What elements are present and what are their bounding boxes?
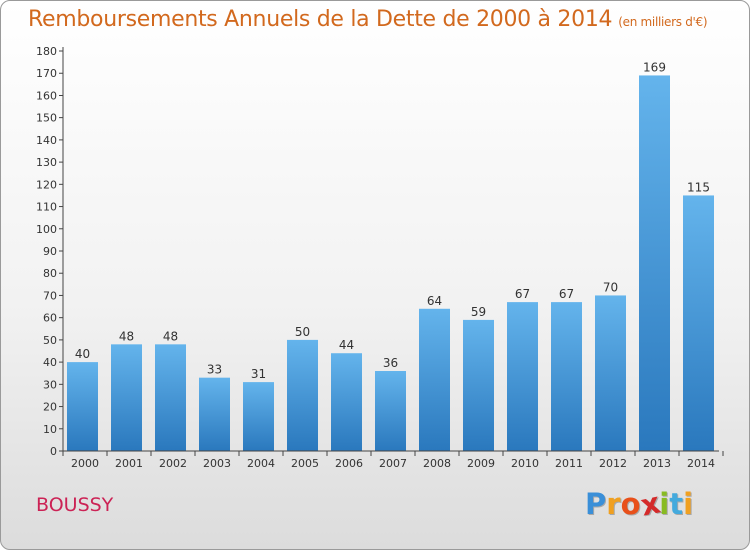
- chart-title-text: Remboursements Annuels de la Dette de 20…: [28, 7, 613, 32]
- y-tick-label: 90: [43, 245, 57, 258]
- bar-2004: [243, 382, 274, 451]
- x-tick-label: 2000: [71, 457, 99, 470]
- data-label: 40: [75, 347, 90, 361]
- logo-letter: o: [620, 487, 641, 521]
- bar-2011: [551, 302, 582, 451]
- bar-2005: [287, 339, 318, 451]
- chart-subtitle: (en milliers d'€): [618, 15, 708, 29]
- bar-2013: [639, 75, 670, 451]
- y-tick-label: 50: [43, 334, 57, 347]
- x-tick-label: 2008: [423, 457, 451, 470]
- bar-2000: [67, 362, 98, 451]
- logo-letter: P: [585, 487, 607, 521]
- logo-letter: r: [606, 487, 621, 521]
- bar-2014: [683, 195, 714, 451]
- y-tick-label: 120: [36, 178, 57, 191]
- logo-letter: t: [669, 487, 684, 521]
- x-tick-label: 2014: [687, 457, 715, 470]
- y-tick-label: 60: [43, 312, 57, 325]
- bar-2001: [111, 344, 142, 451]
- data-label: 59: [471, 305, 486, 319]
- city-name: BOUSSY: [36, 494, 114, 516]
- data-label: 70: [603, 280, 618, 294]
- x-tick-label: 2002: [159, 457, 187, 470]
- bar-2010: [507, 302, 538, 451]
- y-tick-label: 170: [36, 67, 57, 80]
- x-tick-label: 2010: [511, 457, 539, 470]
- y-tick-label: 140: [36, 134, 57, 147]
- x-tick-label: 2003: [203, 457, 231, 470]
- x-tick-label: 2001: [115, 457, 143, 470]
- y-tick-label: 80: [43, 267, 57, 280]
- y-tick-label: 40: [43, 356, 57, 369]
- x-tick-label: 2011: [555, 457, 583, 470]
- data-label: 169: [643, 60, 666, 74]
- x-tick-label: 2005: [291, 457, 319, 470]
- bar-2003: [199, 377, 230, 451]
- y-tick-label: 130: [36, 156, 57, 169]
- bar-2002: [155, 344, 186, 451]
- data-label: 48: [163, 329, 178, 343]
- y-tick-label: 70: [43, 289, 57, 302]
- y-tick-label: 150: [36, 112, 57, 125]
- bar-2008: [419, 308, 450, 451]
- x-tick-label: 2006: [335, 457, 363, 470]
- x-tick-label: 2004: [247, 457, 275, 470]
- bar-2012: [595, 295, 626, 451]
- data-label: 64: [427, 294, 442, 308]
- x-tick-label: 2013: [643, 457, 671, 470]
- y-tick-label: 160: [36, 89, 57, 102]
- data-label: 36: [383, 356, 398, 370]
- logo-letter: i: [659, 487, 670, 521]
- y-tick-label: 110: [36, 201, 57, 214]
- bar-2007: [375, 371, 406, 451]
- chart-title: Remboursements Annuels de la Dette de 20…: [28, 7, 708, 32]
- data-label: 50: [295, 325, 310, 339]
- x-tick-label: 2007: [379, 457, 407, 470]
- y-tick-label: 100: [36, 223, 57, 236]
- bar-2006: [331, 353, 362, 451]
- data-label: 67: [515, 287, 530, 301]
- data-label: 31: [251, 367, 266, 381]
- y-tick-label: 30: [43, 378, 57, 391]
- data-label: 44: [339, 338, 354, 352]
- data-label: 33: [207, 363, 222, 377]
- y-tick-label: 10: [43, 423, 57, 436]
- data-label: 67: [559, 287, 574, 301]
- y-tick-label: 180: [36, 45, 57, 58]
- proxiti-logo: Proxiti: [585, 485, 694, 522]
- bar-2009: [463, 319, 494, 451]
- y-tick-label: 0: [50, 445, 57, 458]
- y-tick-label: 20: [43, 401, 57, 414]
- data-label: 115: [687, 180, 710, 194]
- logo-letter: i: [683, 487, 694, 521]
- x-tick-label: 2009: [467, 457, 495, 470]
- x-tick-label: 2012: [599, 457, 627, 470]
- data-label: 48: [119, 329, 134, 343]
